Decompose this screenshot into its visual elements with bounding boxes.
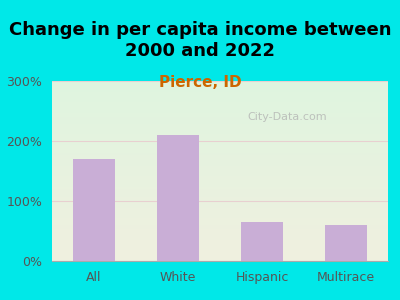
Bar	[73, 159, 115, 261]
Text: City-Data.com: City-Data.com	[247, 112, 327, 122]
Text: Pierce, ID: Pierce, ID	[159, 75, 241, 90]
Text: Change in per capita income between
2000 and 2022: Change in per capita income between 2000…	[9, 21, 391, 60]
Bar	[325, 225, 367, 261]
Bar	[241, 222, 283, 261]
Bar	[157, 135, 199, 261]
